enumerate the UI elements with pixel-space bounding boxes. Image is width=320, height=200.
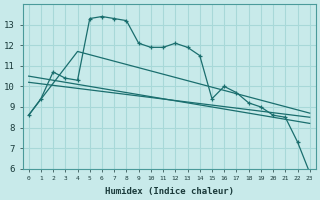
X-axis label: Humidex (Indice chaleur): Humidex (Indice chaleur) bbox=[105, 187, 234, 196]
